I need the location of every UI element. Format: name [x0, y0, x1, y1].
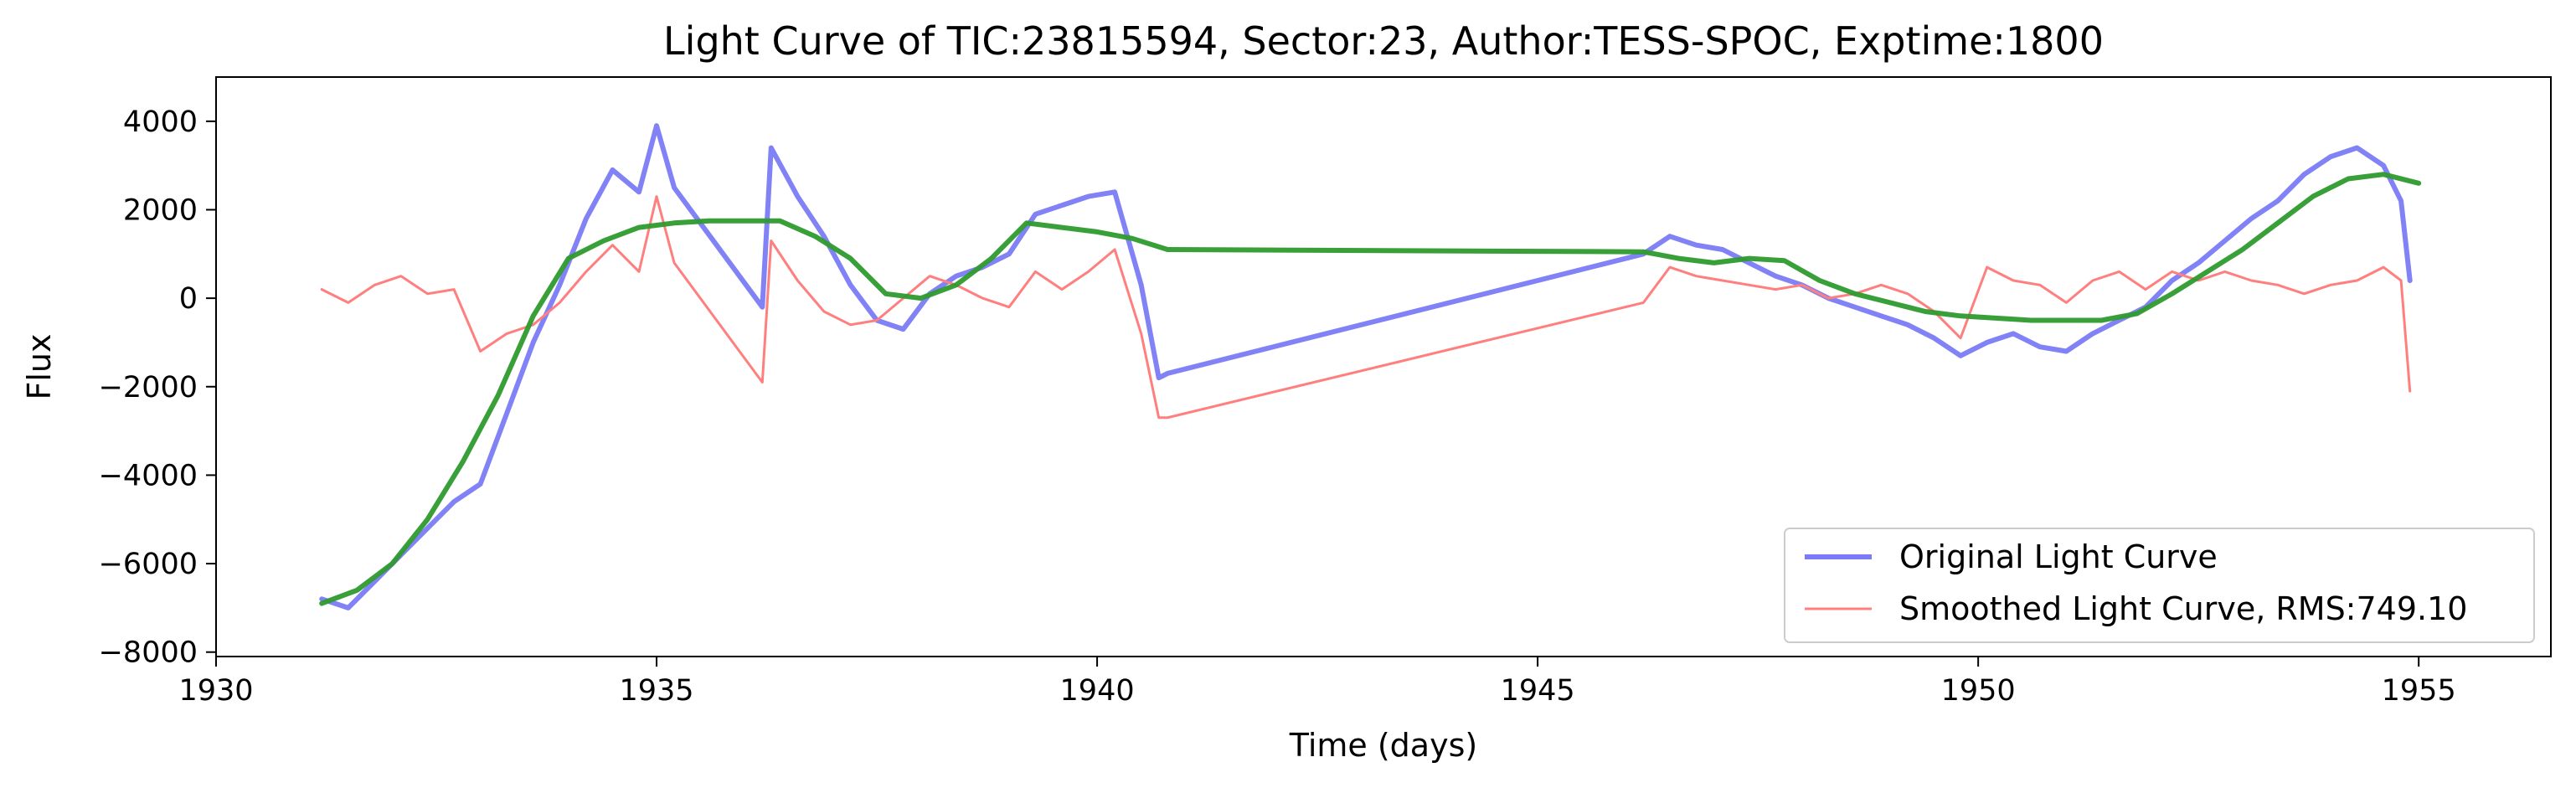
legend-label-smoothed: Smoothed Light Curve, RMS:749.10 [1899, 590, 2467, 627]
series-layer [319, 123, 2422, 610]
legend-box [1784, 528, 2535, 643]
y-tick-label-5: 2000 [123, 193, 198, 227]
y-tick-label-0: −8000 [99, 636, 198, 670]
y-tick-label-4: 0 [179, 282, 198, 316]
y-tick-label-6: 4000 [123, 106, 198, 139]
x-tick-label-3: 1945 [1501, 674, 1575, 708]
x-tick-label-2: 1940 [1060, 674, 1135, 708]
legend-label-original: Original Light Curve [1899, 538, 2218, 575]
chart-title: Light Curve of TIC:23815594, Sector:23, … [663, 18, 2104, 64]
series-line-trend [319, 172, 2422, 606]
y-tick-label-1: −6000 [99, 548, 198, 581]
x-tick-label-4: 1950 [1941, 674, 2016, 708]
x-tick-label-0: 1930 [178, 674, 253, 708]
legend: Original Light Curve Smoothed Light Curv… [1784, 528, 2535, 643]
x-tick-label-5: 1955 [2382, 674, 2456, 708]
x-axis: 1930 1935 1940 1945 1950 1955 [178, 657, 2456, 708]
x-tick-label-1: 1935 [619, 674, 693, 708]
y-tick-label-3: −2000 [99, 371, 198, 404]
y-tick-label-2: −4000 [99, 459, 198, 492]
series-line-smoothed [320, 195, 2412, 420]
plot-area [215, 76, 2552, 657]
y-axis-label: Flux [21, 334, 58, 400]
plot-frame [215, 76, 2552, 657]
x-axis-label: Time (days) [1289, 727, 1477, 764]
series-line-original [319, 123, 2413, 610]
y-axis: −8000 −6000 −4000 −2000 0 2000 4000 [99, 106, 216, 670]
